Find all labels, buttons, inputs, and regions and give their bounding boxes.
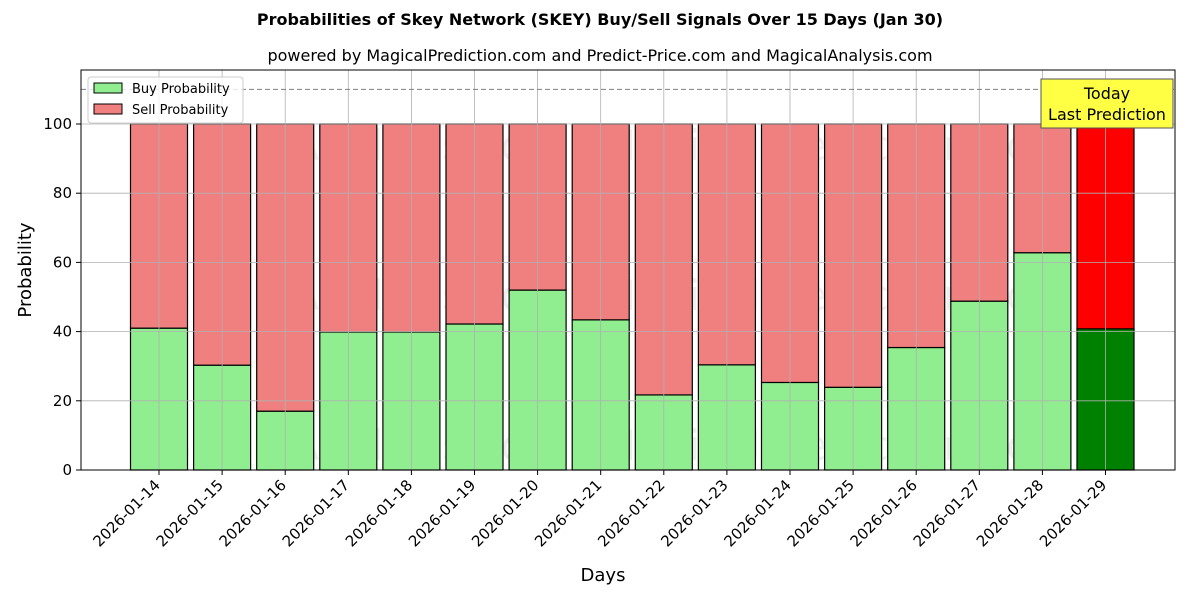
x-tick-label: 2026-01-28	[973, 476, 1047, 550]
x-tick-label: 2026-01-29	[1036, 476, 1110, 550]
x-tick-label: 2026-01-24	[720, 476, 794, 550]
y-tick-label: 40	[53, 323, 72, 341]
x-tick-label: 2026-01-26	[847, 476, 921, 550]
legend-label: Buy Probability	[132, 82, 230, 97]
annotation-box	[1040, 78, 1174, 129]
x-tick-label: 2026-01-17	[279, 476, 353, 550]
today-annotation: Today Last Prediction	[1040, 78, 1174, 129]
x-tick-label: 2026-01-16	[216, 476, 290, 550]
y-tick-label: 80	[53, 184, 72, 202]
plot-frame	[80, 69, 1176, 471]
x-axis-label: Days	[581, 565, 626, 586]
chart-subtitle: powered by MagicalPrediction.com and Pre…	[267, 46, 933, 65]
x-tick-label: 2026-01-22	[594, 476, 668, 550]
x-tick-label: 2026-01-25	[784, 476, 858, 550]
legend-swatch	[93, 82, 123, 94]
annotation-text: Last Prediction	[1048, 105, 1166, 124]
x-tick-label: 2026-01-23	[657, 476, 731, 550]
legend: Buy Probability Sell Probability	[87, 76, 244, 124]
x-tick-label: 2026-01-27	[910, 476, 984, 550]
y-tick-label: 100	[43, 115, 72, 133]
x-tick-label: 2026-01-20	[468, 476, 542, 550]
x-tick-label: 2026-01-19	[405, 476, 479, 550]
legend-label: Sell Probability	[132, 103, 229, 118]
x-tick-label: 2026-01-18	[342, 476, 416, 550]
annotation-text: Today	[1083, 84, 1130, 103]
y-tick-label: 20	[53, 392, 72, 410]
y-axis-label: Probability	[15, 222, 36, 317]
x-tick-label: 2026-01-15	[153, 476, 227, 550]
legend-box	[87, 76, 244, 124]
x-tick-label: 2026-01-14	[89, 476, 163, 550]
chart-title: Probabilities of Skey Network (SKEY) Buy…	[256, 10, 944, 29]
y-tick-label: 60	[53, 253, 72, 271]
legend-swatch	[93, 103, 123, 115]
x-tick-label: 2026-01-21	[531, 476, 605, 550]
y-tick-label: 0	[62, 461, 72, 479]
